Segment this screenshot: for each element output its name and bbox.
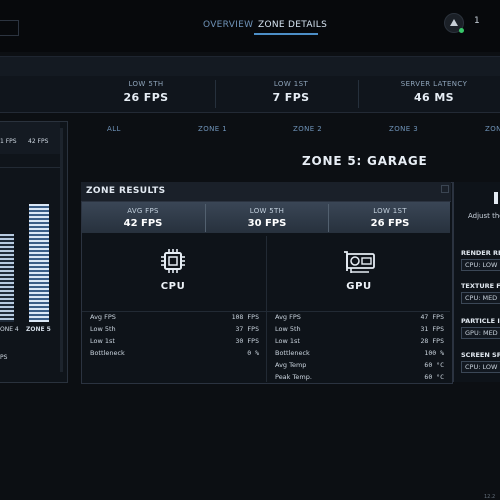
- tab-zone-details[interactable]: ZONE DETAILS: [258, 20, 328, 30]
- setting-select-value: GPU: MED: [465, 329, 498, 337]
- panel-collapse-icon[interactable]: [441, 185, 449, 193]
- gpu-row-value: 28 FPS: [420, 337, 444, 345]
- gpu-row-label: Peak Temp.: [275, 373, 312, 381]
- stat-divider: [215, 80, 216, 108]
- active-tab-indicator: [254, 33, 318, 35]
- setting-select-value: CPU: MED: [465, 294, 498, 302]
- cpu-row-value: 37 FPS: [235, 325, 259, 333]
- tab-overview[interactable]: OVERVIEW: [203, 20, 254, 30]
- gpu-row-value: 31 FPS: [420, 325, 444, 333]
- metric-value-low5: 30 FPS: [247, 218, 287, 229]
- column-divider: [266, 236, 267, 382]
- setting-select-texture[interactable]: CPU: MED: [461, 292, 500, 304]
- cpu-row-value: 30 FPS: [235, 337, 259, 345]
- zone-metrics-strip: [82, 202, 450, 233]
- gpu-row-label: Avg Temp: [275, 361, 307, 369]
- setting-select-particle[interactable]: GPU: MED: [461, 327, 500, 339]
- gpu-row-label: Low 1st: [275, 337, 300, 345]
- zone-4-bar: [0, 234, 14, 322]
- status-online-dot: [459, 28, 464, 33]
- setting-select-screen[interactable]: CPU: LOW: [461, 361, 500, 373]
- metric-label-low1: LOW 1ST: [373, 207, 407, 215]
- gpu-row-label: Avg FPS: [275, 313, 301, 321]
- zone-title: ZONE 5: GARAGE: [302, 154, 428, 168]
- stat-label-low1: LOW 1ST: [273, 80, 309, 88]
- zone-4-label: ONE 4: [0, 326, 19, 333]
- version-label: 12.2: [484, 494, 496, 500]
- cpu-row-value: 108 FPS: [231, 313, 259, 321]
- gpu-row-label: Low 5th: [275, 325, 301, 333]
- band-header: [0, 56, 500, 77]
- zone-tab-3[interactable]: ZONE 3: [389, 125, 419, 133]
- gpu-icon: [342, 249, 376, 275]
- panel-divider: [0, 167, 60, 168]
- stat-value-latency: 46 MS: [413, 91, 454, 104]
- cpu-row-label: Low 5th: [90, 325, 116, 333]
- app-logo: [0, 20, 19, 36]
- zone-comparison-header: [0, 122, 60, 154]
- stat-value-low5: 26 FPS: [123, 91, 169, 104]
- metric-label-low5: LOW 5TH: [249, 207, 285, 215]
- zone-5-bar: [29, 204, 49, 322]
- settings-title-fragment: [494, 192, 498, 204]
- setting-title-texture: TEXTURE F: [461, 282, 500, 290]
- left-panel-scrollbar[interactable]: [60, 128, 63, 372]
- setting-select-render[interactable]: CPU: LOW: [461, 259, 500, 271]
- metric-value-avg: 42 FPS: [123, 218, 163, 229]
- gpu-row-value: 47 FPS: [420, 313, 444, 321]
- cpu-row-value: 0 %: [247, 349, 259, 357]
- zone-results-title: ZONE RESULTS: [86, 186, 166, 196]
- zone-tab-1[interactable]: ZONE 1: [198, 125, 228, 133]
- cpu-row-label: Avg FPS: [90, 313, 116, 321]
- gpu-row-value: 60 °C: [424, 361, 444, 369]
- zone-tab-5[interactable]: ZON: [485, 125, 500, 133]
- gpu-label: GPU: [346, 281, 372, 292]
- stat-divider: [358, 80, 359, 108]
- stat-value-low1: 7 FPS: [272, 91, 310, 104]
- metric-divider: [205, 204, 206, 232]
- cpu-label: CPU: [160, 281, 186, 292]
- gpu-row-value: 100 %: [424, 349, 444, 357]
- zone-tab-2[interactable]: ZONE 2: [293, 125, 323, 133]
- results-divider: [82, 311, 450, 312]
- metric-divider: [328, 204, 329, 232]
- summary-stats-strip: [0, 76, 500, 113]
- settings-panel: [453, 182, 500, 382]
- setting-select-value: CPU: LOW: [465, 363, 498, 371]
- zone-5-label: ZONE 5: [26, 326, 51, 333]
- setting-title-screen: SCREEN SP: [461, 351, 500, 359]
- cpu-icon: [160, 248, 186, 274]
- setting-title-render: RENDER RE: [461, 249, 500, 257]
- setting-select-value: CPU: LOW: [465, 261, 498, 269]
- top-nav: [0, 0, 500, 52]
- cpu-row-label: Low 1st: [90, 337, 115, 345]
- setting-title-particle: PARTICLE I: [461, 317, 500, 325]
- zone-header-value: 1 FPS: [0, 138, 17, 145]
- cpu-row-label: Bottleneck: [90, 349, 125, 357]
- metric-label-avg: AVG FPS: [127, 207, 159, 215]
- settings-description: Adjust the: [468, 212, 500, 220]
- stat-label-latency: SERVER LATENCY: [400, 80, 468, 88]
- alert-button[interactable]: [444, 13, 464, 33]
- zone-header-value: 42 FPS: [28, 138, 49, 145]
- warning-triangle-icon: [450, 19, 458, 26]
- stat-label-low5: LOW 5TH: [128, 80, 164, 88]
- notification-count: 1: [474, 16, 480, 26]
- zone-tab-all[interactable]: ALL: [107, 125, 121, 133]
- gpu-row-value: 60 °C: [424, 373, 444, 381]
- zone-results-header: [81, 182, 451, 202]
- metric-value-low1: 26 FPS: [370, 218, 410, 229]
- left-panel-footer: PS: [0, 354, 8, 361]
- gpu-row-label: Bottleneck: [275, 349, 310, 357]
